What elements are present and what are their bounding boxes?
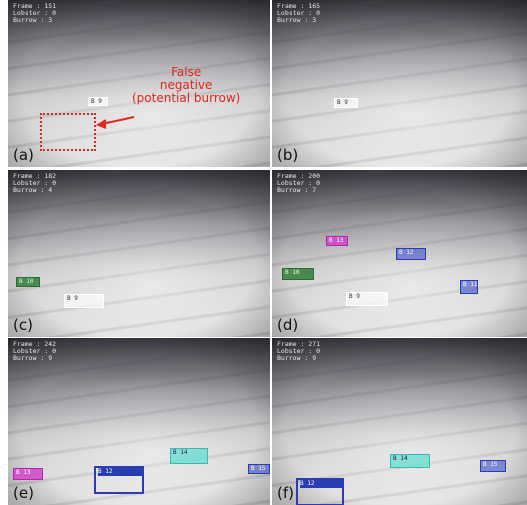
box-label: B 9 [334, 98, 358, 108]
box-label: B 10 [282, 268, 314, 280]
panel-label: (d) [277, 316, 298, 334]
box-label: B 15 [480, 460, 506, 472]
panel-label: (e) [13, 484, 34, 502]
panel-label: (c) [13, 316, 33, 334]
box-label: B 12 [396, 248, 426, 260]
box-label: B 9 [64, 294, 104, 308]
box-text: B 12 [98, 468, 142, 476]
annotation-line: (potential burrow) [132, 92, 240, 105]
panel-label: (b) [277, 146, 298, 164]
box-label: B 9 [346, 292, 388, 306]
info-line: Burrow : 9 [277, 355, 320, 362]
box-label: B 14 [170, 448, 208, 464]
box-label: B 13 [13, 468, 43, 480]
info-line: Burrow : 4 [13, 187, 56, 194]
box-label: B 11 [460, 280, 478, 294]
box-label: B 14 [390, 454, 430, 468]
figure: Frame : 151Lobster : 0Burrow : 3 B 9 Fal… [0, 0, 527, 505]
info-line: Burrow : 7 [277, 187, 320, 194]
box-label: B 15 [248, 464, 270, 474]
box-text: B 12 [300, 480, 342, 488]
box-label: B 12 [94, 466, 144, 494]
box-label: B 12 [296, 478, 344, 505]
panel-label: (f) [277, 484, 294, 502]
panel-label: (a) [13, 146, 34, 164]
box-label: B 10 [16, 277, 40, 287]
box-label: B 13 [326, 236, 348, 246]
info-line: Burrow : 3 [277, 17, 320, 24]
info-line: Burrow : 9 [13, 355, 56, 362]
